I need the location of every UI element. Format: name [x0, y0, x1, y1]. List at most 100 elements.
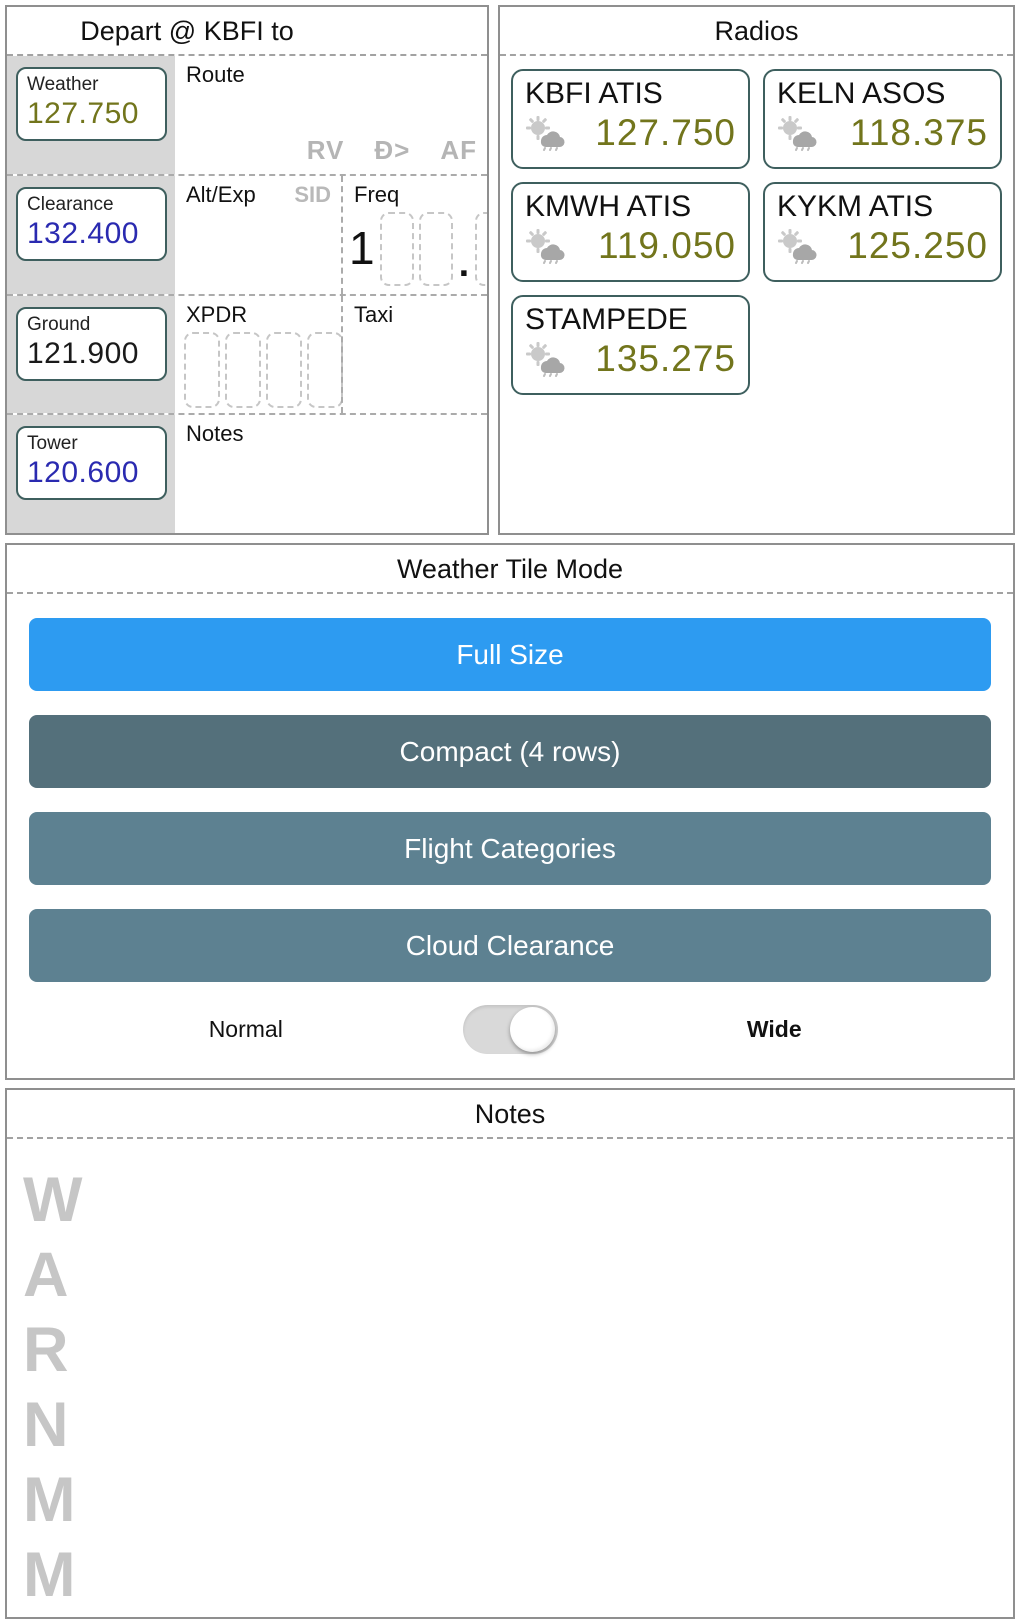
route-actions: RV Đ> AF: [307, 135, 477, 166]
depart-notes-label: Notes: [186, 421, 244, 447]
tower-frequency-tile[interactable]: Tower 120.600: [16, 426, 167, 501]
radios-panel: Radios KBFI ATIS 127.750 KELN ASOS: [498, 5, 1015, 535]
weather-tile-value: 127.750: [27, 97, 139, 130]
weather-frequency-tile[interactable]: Weather 127.750: [16, 67, 167, 141]
freq-digit-placeholder: [418, 211, 453, 286]
weather-icon: [778, 229, 817, 264]
depart-notes-field[interactable]: Notes: [175, 415, 487, 533]
normal-label: Normal: [208, 1016, 283, 1042]
notes-watermark-line: N: [23, 1390, 69, 1460]
route-field[interactable]: Route RV Đ> AF: [175, 56, 487, 174]
top-row: Depart @ KBFI to Weather 127.750 Route R…: [5, 5, 1015, 535]
radio-tile-frequency: 118.375: [850, 112, 988, 153]
notes-panel-title: Notes: [7, 1090, 1013, 1139]
clearance-tile-value: 132.400: [27, 216, 139, 250]
tower-tile-label: Tower: [27, 433, 78, 455]
weather-tile-mode-body: Full Size Compact (4 rows) Flight Catego…: [7, 594, 1013, 1078]
radio-tile-name: STAMPEDE: [525, 303, 688, 336]
sid-button[interactable]: SID: [294, 181, 331, 207]
toggle-knob[interactable]: [509, 1007, 555, 1052]
notes-watermark-line: M: [23, 1465, 76, 1535]
route-af-button[interactable]: AF: [440, 134, 477, 165]
depart-row-tower-notes: Tower 120.600 Notes: [7, 413, 487, 533]
notes-watermark-line: W: [23, 1165, 83, 1235]
radio-tile-keln-asos[interactable]: KELN ASOS 118.375: [763, 69, 1002, 169]
weather-tile-mode-panel: Weather Tile Mode Full Size Compact (4 r…: [5, 543, 1015, 1080]
tower-tile-column: Tower 120.600: [7, 415, 175, 533]
full-size-button[interactable]: Full Size: [29, 618, 991, 691]
radio-tile-name: KBFI ATIS: [525, 77, 663, 110]
radio-tile-frequency: 119.050: [598, 225, 736, 266]
altexp-freq-cells: Alt/Exp SID Freq 1 .: [175, 175, 487, 294]
ground-tile-column: Ground 121.900: [7, 295, 175, 414]
route-label: Route: [186, 62, 245, 87]
radio-tile-name: KMWH ATIS: [525, 190, 692, 223]
taxi-label: Taxi: [354, 301, 394, 327]
freq-digit-placeholder: [475, 211, 487, 286]
freq-field[interactable]: Freq 1 .: [341, 175, 487, 294]
radio-tile-frequency: 135.275: [595, 338, 736, 379]
radio-tile-name: KYKM ATIS: [777, 190, 934, 223]
taxi-field[interactable]: Taxi: [341, 295, 487, 414]
xpdr-digit-placeholder: [225, 331, 261, 408]
notes-watermark-line: M: [23, 1540, 76, 1610]
depart-panel: Depart @ KBFI to Weather 127.750 Route R…: [5, 5, 489, 535]
radio-tile-kykm-atis[interactable]: KYKM ATIS 125.250: [763, 182, 1002, 282]
width-toggle-row: Normal Wide: [29, 1005, 991, 1054]
xpdr-digit-placeholder: [307, 331, 343, 408]
weather-icon: [526, 342, 565, 377]
weather-tile-mode-title: Weather Tile Mode: [7, 545, 1013, 594]
notes-watermark-line: R: [23, 1315, 69, 1385]
radio-tile-kbfi-atis[interactable]: KBFI ATIS 127.750: [511, 69, 750, 169]
radio-tile-frequency: 125.250: [847, 225, 988, 266]
ground-tile-value: 121.900: [27, 336, 139, 370]
xpdr-label: XPDR: [186, 301, 248, 327]
notes-text-area[interactable]: W A R N M M: [7, 1139, 1013, 1617]
depart-row-ground-xpdr: Ground 121.900 XPDR: [7, 293, 487, 414]
freq-label: Freq: [354, 181, 400, 207]
xpdr-taxi-cells: XPDR Taxi: [175, 295, 487, 414]
flight-categories-button[interactable]: Flight Categories: [29, 812, 991, 885]
radio-tile-kmwh-atis[interactable]: KMWH ATIS 119.050: [511, 182, 750, 282]
wide-label: Wide: [746, 1016, 802, 1042]
tower-tile-value: 120.600: [27, 456, 139, 490]
notes-watermark-line: A: [23, 1240, 69, 1310]
cloud-clearance-button[interactable]: Cloud Clearance: [29, 909, 991, 982]
xpdr-input[interactable]: [175, 331, 343, 408]
freq-prefix-digit: 1: [349, 221, 375, 274]
xpdr-digit-placeholder: [266, 331, 302, 408]
xpdr-digit-placeholder: [184, 331, 220, 408]
direct-to-button[interactable]: Đ>: [374, 134, 411, 165]
alt-exp-labels: Alt/Exp SID: [175, 176, 341, 208]
alt-exp-label: Alt/Exp: [186, 181, 256, 207]
weather-tile-label: Weather: [27, 74, 99, 95]
clearance-tile-column: Clearance 132.400: [7, 175, 175, 294]
freq-digit-placeholder: [379, 211, 414, 286]
xpdr-field[interactable]: XPDR: [175, 296, 343, 414]
freq-decimal-point: .: [458, 242, 470, 285]
radio-tile-frequency: 127.750: [595, 112, 736, 153]
depart-row-weather-route: Weather 127.750 Route RV Đ> AF: [7, 56, 487, 174]
radio-tile-stampede[interactable]: STAMPEDE 135.275: [511, 295, 750, 395]
ground-tile-label: Ground: [27, 313, 91, 335]
normal-wide-toggle[interactable]: [462, 1005, 558, 1054]
notes-panel: Notes W A R N M M: [5, 1088, 1015, 1619]
radio-tile-name: KELN ASOS: [777, 77, 946, 110]
clearance-frequency-tile[interactable]: Clearance 132.400: [16, 186, 167, 261]
weather-tile-column: Weather 127.750: [7, 56, 175, 174]
route-rv-button[interactable]: RV: [306, 134, 345, 165]
compact-4-rows-button[interactable]: Compact (4 rows): [29, 715, 991, 788]
depart-row-clearance-freq: Clearance 132.400 Alt/Exp SID Freq: [7, 173, 487, 294]
weather-icon: [526, 229, 565, 264]
radios-panel-title: Radios: [500, 7, 1013, 56]
radios-panel-body: KBFI ATIS 127.750 KELN ASOS: [500, 56, 1013, 533]
weather-icon: [526, 116, 565, 151]
weather-icon: [778, 116, 817, 151]
alt-exp-field[interactable]: Alt/Exp SID: [175, 176, 341, 294]
depart-panel-body: Weather 127.750 Route RV Đ> AF: [7, 56, 487, 533]
freq-input[interactable]: 1 .: [343, 209, 487, 287]
depart-panel-title: Depart @ KBFI to: [7, 7, 487, 56]
ground-frequency-tile[interactable]: Ground 121.900: [16, 306, 167, 381]
clearance-tile-label: Clearance: [27, 193, 114, 215]
